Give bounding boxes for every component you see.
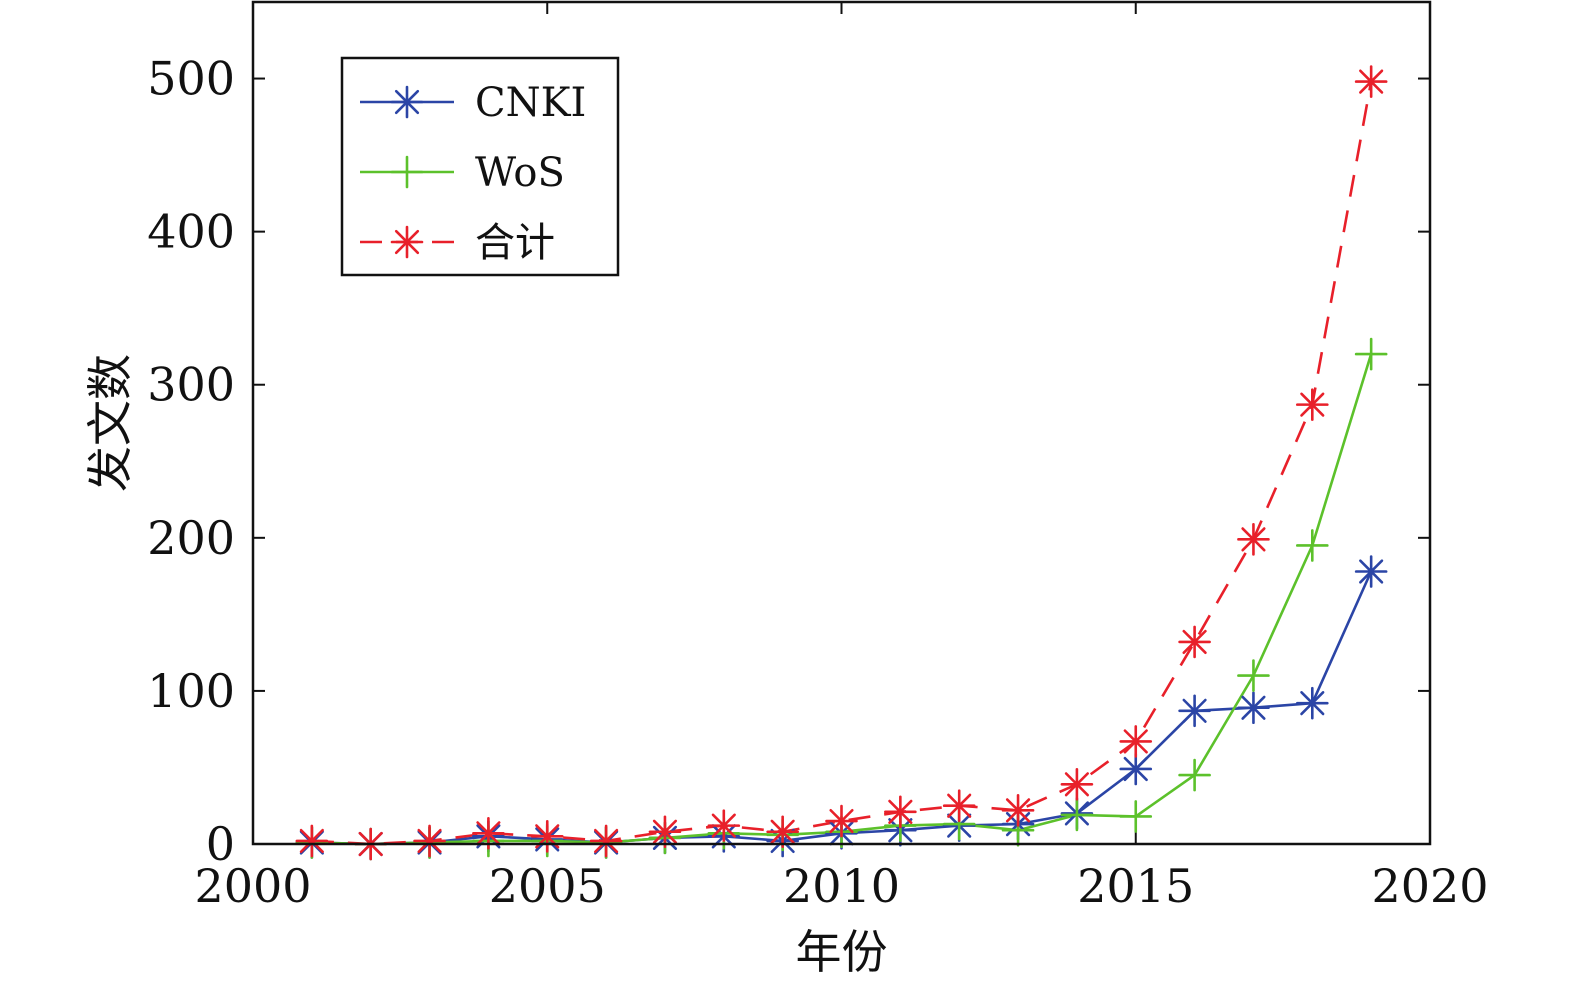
data-point-CNKI — [1296, 686, 1329, 720]
data-point-合计 — [707, 809, 741, 842]
legend-marker — [390, 225, 424, 259]
y-tick-label: 400 — [147, 205, 235, 259]
data-point-合计 — [413, 824, 446, 858]
data-point-合计 — [295, 824, 329, 858]
data-point-合计 — [1296, 388, 1329, 421]
x-tick-label: 2010 — [783, 859, 900, 913]
data-point-WoS — [1119, 800, 1153, 833]
data-point-合计 — [1237, 523, 1270, 556]
y-tick-label: 0 — [206, 817, 235, 871]
data-point-合计 — [884, 795, 917, 829]
series-line-WoS — [311, 353, 1373, 846]
data-point-合计 — [472, 816, 505, 850]
legend-marker — [390, 85, 424, 119]
data-point-CNKI — [1178, 694, 1211, 728]
data-point-合计 — [1060, 767, 1094, 801]
y-tick-label: 100 — [147, 664, 235, 718]
data-point-WoS — [1060, 798, 1094, 832]
data-point-合计 — [530, 820, 564, 853]
data-point-WoS — [1296, 529, 1329, 562]
y-tick-label: 200 — [147, 511, 235, 565]
data-point-合计 — [1354, 65, 1388, 98]
y-axis-label: 发文数 — [83, 354, 137, 492]
legend-marker — [390, 155, 424, 189]
x-tick-label: 2005 — [489, 859, 606, 913]
data-point-WoS — [1354, 337, 1388, 371]
legend: CNKI WoS 合计 — [340, 56, 620, 277]
legend-label: CNKI — [475, 80, 586, 126]
data-point-合计 — [825, 804, 858, 838]
y-tick-label: 300 — [147, 358, 235, 412]
x-tick-label: 2020 — [1371, 859, 1488, 913]
data-point-WoS — [1178, 758, 1211, 792]
data-point-CNKI — [1354, 555, 1388, 588]
data-point-CNKI — [1119, 752, 1153, 786]
data-point-WoS — [1237, 659, 1270, 692]
axes-frame — [251, 0, 1432, 846]
data-point-合计 — [1178, 625, 1211, 659]
x-tick-label: 2015 — [1077, 859, 1194, 913]
series-line-CNKI — [311, 570, 1373, 846]
data-point-合计 — [1119, 725, 1153, 758]
legend-label: 合计 — [475, 220, 555, 266]
x-axis-label: 年份 — [796, 925, 888, 979]
axis-ticks: 2000 2005 2010 2015 2020 0 100 200 300 400 500 — [147, 2, 1489, 913]
data-point-合计 — [589, 824, 623, 858]
x-tick-label: 2000 — [194, 859, 311, 913]
series-group — [295, 65, 1388, 861]
data-point-合计 — [1001, 794, 1035, 827]
data-point-合计 — [766, 815, 799, 849]
data-point-CNKI — [1237, 691, 1270, 725]
data-point-合计 — [648, 815, 682, 849]
data-point-合计 — [942, 789, 976, 823]
legend-label: WoS — [475, 150, 565, 196]
legend-box — [340, 56, 620, 277]
y-tick-label: 500 — [147, 52, 235, 106]
